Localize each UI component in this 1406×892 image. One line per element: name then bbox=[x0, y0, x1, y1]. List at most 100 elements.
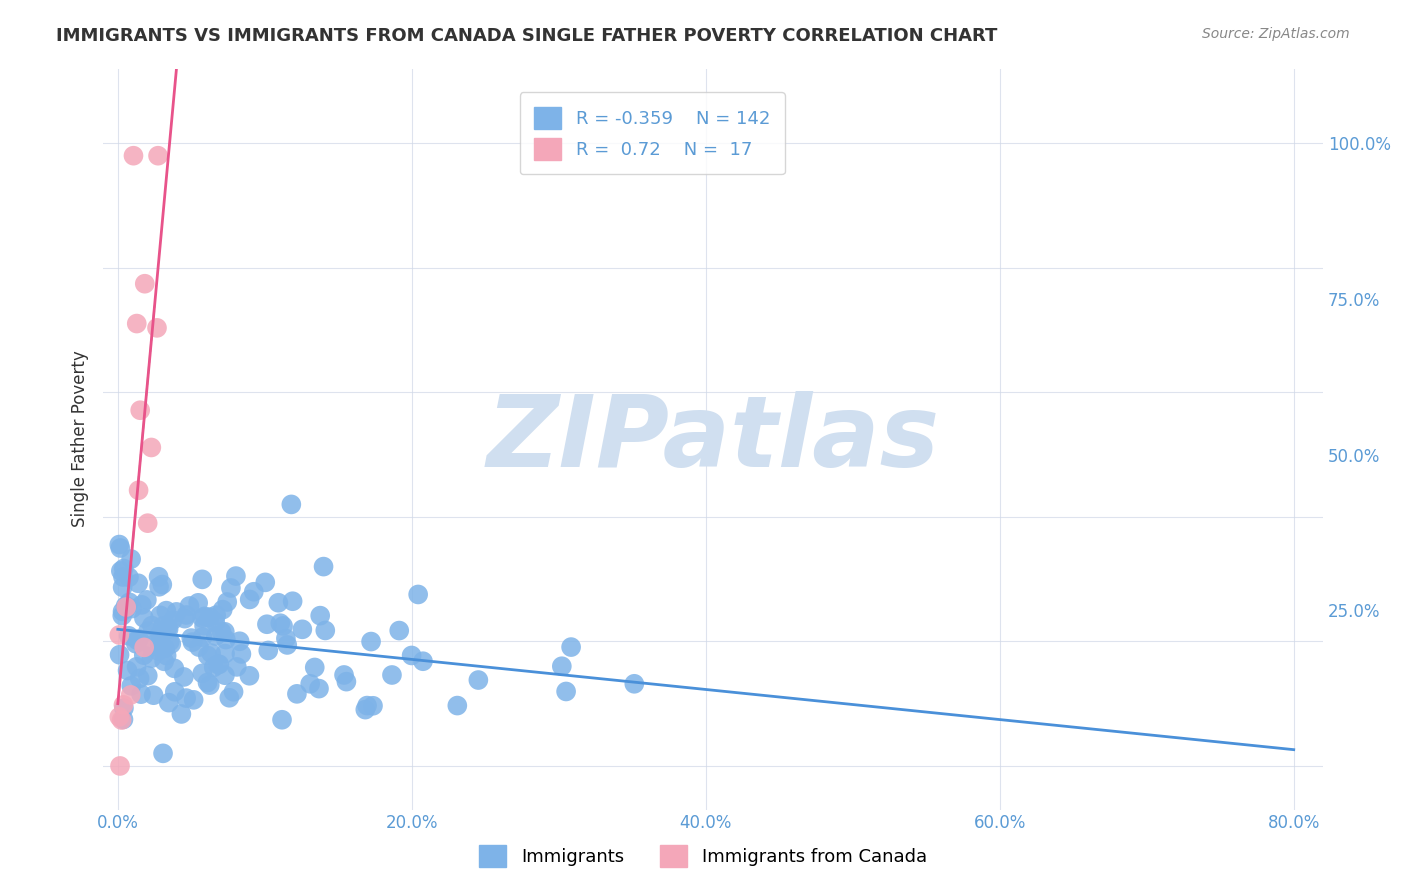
Immigrants bbox=[111, 570, 134, 584]
Immigrants bbox=[179, 599, 201, 613]
Immigrants bbox=[148, 580, 170, 594]
Immigrants bbox=[160, 637, 183, 651]
Immigrants bbox=[560, 640, 582, 654]
Immigrants bbox=[117, 664, 139, 678]
Immigrants bbox=[180, 631, 202, 645]
Immigrants bbox=[112, 561, 135, 575]
Immigrants bbox=[136, 624, 159, 639]
Immigrants bbox=[142, 688, 165, 702]
Immigrants bbox=[152, 747, 174, 761]
Immigrants bbox=[148, 644, 170, 658]
Immigrants bbox=[204, 615, 226, 629]
Immigrants from Canada bbox=[128, 483, 150, 498]
Immigrants bbox=[623, 677, 645, 691]
Immigrants bbox=[152, 619, 174, 633]
Immigrants bbox=[361, 698, 384, 713]
Immigrants bbox=[153, 641, 176, 656]
Immigrants bbox=[197, 675, 219, 690]
Immigrants bbox=[159, 634, 181, 648]
Immigrants bbox=[231, 647, 253, 661]
Immigrants bbox=[149, 630, 172, 644]
Immigrants from Canada bbox=[146, 321, 169, 335]
Immigrants bbox=[467, 673, 489, 687]
Immigrants bbox=[217, 595, 239, 609]
Immigrants bbox=[412, 654, 434, 668]
Immigrants bbox=[108, 648, 131, 662]
Immigrants bbox=[141, 618, 163, 632]
Immigrants bbox=[243, 584, 266, 599]
Immigrants bbox=[274, 632, 297, 646]
Immigrants from Canada bbox=[122, 149, 145, 163]
Immigrants bbox=[173, 612, 195, 626]
Immigrants bbox=[149, 640, 172, 655]
Legend: R = -0.359    N = 142, R =  0.72    N =  17: R = -0.359 N = 142, R = 0.72 N = 17 bbox=[520, 93, 785, 174]
Immigrants bbox=[127, 633, 149, 648]
Immigrants bbox=[207, 657, 229, 672]
Immigrants bbox=[118, 570, 141, 584]
Immigrants bbox=[239, 592, 262, 607]
Immigrants bbox=[291, 623, 314, 637]
Immigrants bbox=[354, 703, 377, 717]
Immigrants bbox=[269, 616, 291, 631]
Immigrants bbox=[276, 638, 298, 652]
Immigrants bbox=[153, 654, 176, 668]
Immigrants bbox=[176, 607, 198, 622]
Immigrants bbox=[214, 647, 236, 661]
Immigrants bbox=[162, 613, 184, 627]
Immigrants bbox=[111, 608, 134, 623]
Immigrants bbox=[198, 610, 221, 624]
Immigrants bbox=[115, 601, 138, 615]
Immigrants bbox=[110, 541, 132, 555]
Immigrants bbox=[205, 608, 228, 623]
Immigrants bbox=[174, 691, 197, 706]
Immigrants bbox=[271, 619, 294, 633]
Immigrants bbox=[118, 629, 141, 643]
Immigrants bbox=[197, 648, 219, 663]
Immigrants bbox=[208, 657, 231, 672]
Immigrants bbox=[225, 569, 247, 583]
Immigrants bbox=[200, 646, 222, 660]
Text: IMMIGRANTS VS IMMIGRANTS FROM CANADA SINGLE FATHER POVERTY CORRELATION CHART: IMMIGRANTS VS IMMIGRANTS FROM CANADA SIN… bbox=[56, 27, 998, 45]
Immigrants bbox=[165, 605, 187, 619]
Immigrants bbox=[193, 609, 215, 624]
Immigrants bbox=[228, 634, 250, 648]
Immigrants bbox=[381, 668, 404, 682]
Immigrants bbox=[214, 624, 236, 639]
Immigrants from Canada bbox=[134, 640, 156, 655]
Immigrants bbox=[285, 687, 308, 701]
Immigrants bbox=[281, 594, 304, 608]
Immigrants from Canada bbox=[125, 317, 148, 331]
Immigrants bbox=[267, 596, 290, 610]
Immigrants from Canada bbox=[120, 688, 142, 702]
Immigrants from Canada bbox=[108, 628, 131, 642]
Text: Source: ZipAtlas.com: Source: ZipAtlas.com bbox=[1202, 27, 1350, 41]
Immigrants bbox=[149, 608, 172, 623]
Text: ZIPatlas: ZIPatlas bbox=[486, 391, 939, 488]
Immigrants bbox=[406, 587, 429, 601]
Immigrants bbox=[149, 636, 172, 650]
Immigrants from Canada bbox=[112, 698, 135, 712]
Immigrants bbox=[157, 696, 180, 710]
Immigrants bbox=[446, 698, 468, 713]
Immigrants bbox=[198, 678, 221, 692]
Immigrants from Canada bbox=[115, 600, 138, 615]
Immigrants bbox=[118, 595, 141, 609]
Immigrants bbox=[202, 660, 225, 674]
Immigrants bbox=[125, 660, 148, 674]
Immigrants bbox=[128, 632, 150, 646]
Immigrants bbox=[129, 687, 152, 701]
Immigrants bbox=[304, 660, 326, 674]
Immigrants bbox=[551, 659, 574, 673]
Immigrants bbox=[112, 701, 135, 715]
Immigrants bbox=[136, 669, 159, 683]
Immigrants from Canada bbox=[146, 149, 169, 163]
Immigrants bbox=[131, 598, 153, 612]
Immigrants bbox=[360, 634, 382, 648]
Immigrants bbox=[314, 624, 336, 638]
Immigrants bbox=[156, 648, 179, 663]
Immigrants bbox=[150, 577, 173, 591]
Immigrants bbox=[108, 537, 131, 551]
Immigrants bbox=[120, 679, 142, 693]
Immigrants from Canada bbox=[108, 759, 131, 773]
Immigrants bbox=[191, 611, 214, 625]
